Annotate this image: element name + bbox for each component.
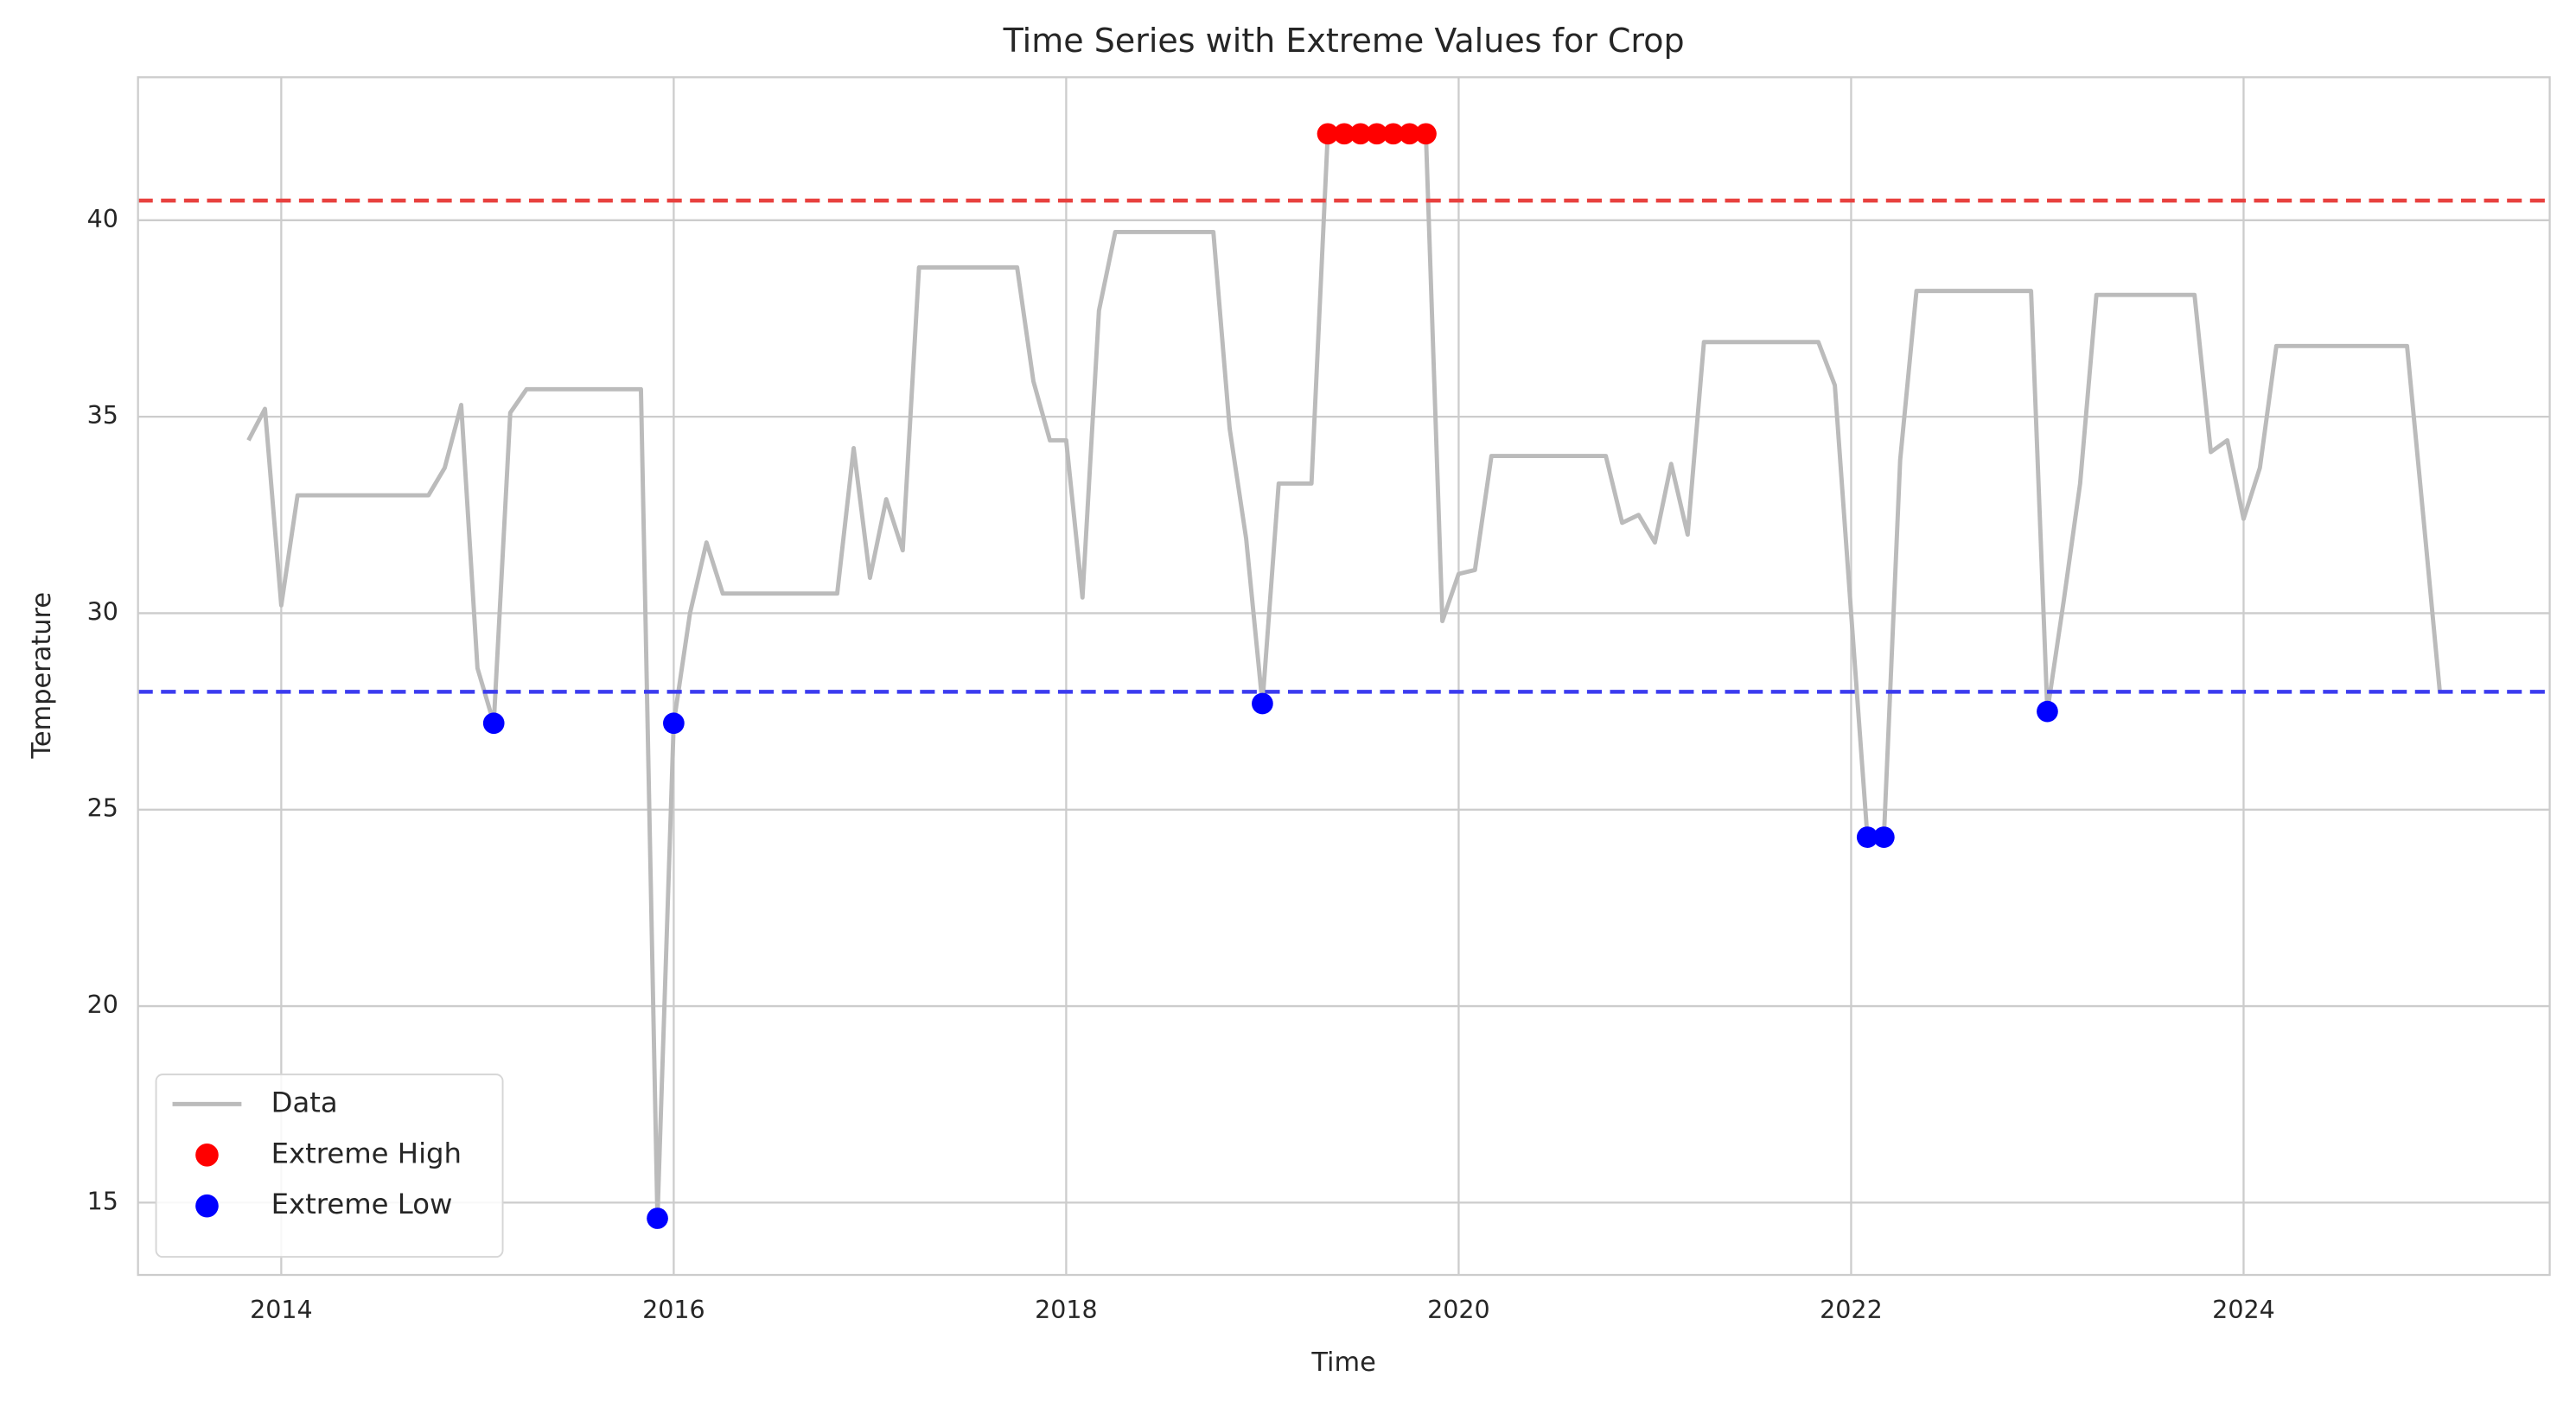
extreme-point: [1856, 826, 1878, 848]
y-tick-label: 20: [87, 991, 118, 1019]
x-tick-label: 2020: [1427, 1296, 1490, 1324]
extreme-point: [1349, 123, 1372, 145]
y-tick-label: 25: [87, 794, 118, 823]
x-tick-label: 2022: [1820, 1296, 1883, 1324]
legend-label: Data: [271, 1086, 338, 1118]
extreme-point: [1333, 123, 1355, 145]
y-tick-label: 40: [87, 205, 118, 233]
legend: Data Extreme High Extreme Low: [155, 1074, 504, 1258]
y-tick-label: 30: [87, 597, 118, 626]
extreme-point: [1415, 123, 1437, 145]
extreme-point: [647, 1207, 668, 1229]
extreme-point: [1382, 123, 1405, 145]
extreme-point: [1366, 123, 1388, 145]
legend-label: Extreme High: [271, 1137, 462, 1169]
x-axis-label: Time: [1310, 1347, 1375, 1378]
plot: [137, 123, 2550, 1229]
axes-frame: [137, 76, 2551, 1277]
legend-swatch: [195, 1143, 219, 1167]
extreme-point: [1872, 826, 1895, 848]
x-tick-label: 2024: [2212, 1296, 2275, 1324]
extreme-point: [2037, 700, 2058, 723]
x-tick-label: 2014: [250, 1296, 313, 1324]
extreme-point: [663, 712, 685, 735]
extreme-point: [1252, 692, 1273, 715]
extreme-point: [482, 712, 505, 735]
y-axis-label: Temperature: [27, 592, 57, 760]
x-tick-label: 2018: [1035, 1296, 1098, 1324]
y-tick-label: 35: [87, 401, 118, 430]
extreme-point: [1399, 123, 1421, 145]
y-tick-label: 15: [87, 1187, 118, 1215]
chart-title: Time Series with Extreme Values for Crop: [1003, 22, 1685, 60]
x-tick-label: 2016: [642, 1296, 705, 1324]
extreme-point: [1317, 123, 1339, 145]
legend-label: Extreme Low: [271, 1188, 453, 1220]
grid: [137, 77, 2550, 1276]
legend-swatch: [195, 1194, 219, 1218]
legend-box: [155, 1074, 504, 1258]
